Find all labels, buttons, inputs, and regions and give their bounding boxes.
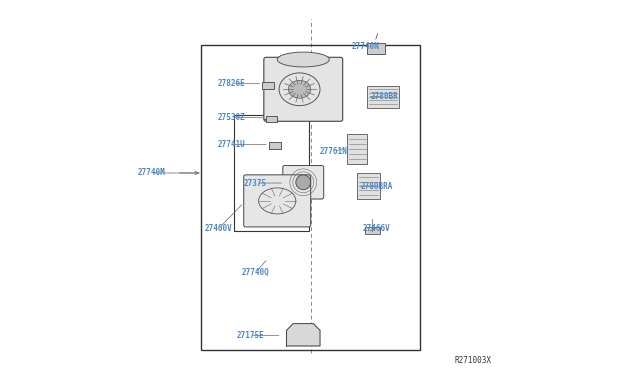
Bar bbox=[201, 45, 420, 350]
Text: 27375: 27375 bbox=[244, 179, 267, 187]
Text: 2780BRA: 2780BRA bbox=[361, 182, 394, 190]
Text: 27466V: 27466V bbox=[363, 224, 390, 233]
Text: 27761N: 27761N bbox=[320, 147, 348, 156]
Ellipse shape bbox=[289, 80, 310, 98]
Text: 27740M: 27740M bbox=[138, 169, 166, 177]
FancyBboxPatch shape bbox=[264, 57, 342, 121]
Bar bbox=[367, 86, 399, 108]
Text: 27460V: 27460V bbox=[205, 224, 232, 233]
Text: 27530Z: 27530Z bbox=[218, 113, 246, 122]
Text: 27740N: 27740N bbox=[351, 42, 380, 51]
Bar bbox=[365, 227, 380, 234]
Text: 2780BR: 2780BR bbox=[370, 92, 398, 101]
FancyBboxPatch shape bbox=[244, 175, 310, 227]
Bar bbox=[367, 43, 385, 54]
Polygon shape bbox=[287, 324, 320, 346]
Text: R271003X: R271003X bbox=[454, 356, 491, 365]
Bar bbox=[347, 134, 367, 164]
Bar bbox=[262, 82, 273, 89]
Bar bbox=[269, 141, 282, 149]
FancyBboxPatch shape bbox=[283, 166, 324, 199]
Text: 27741U: 27741U bbox=[218, 140, 246, 149]
Circle shape bbox=[296, 175, 310, 190]
Text: 27175E: 27175E bbox=[236, 331, 264, 340]
Bar bbox=[234, 115, 309, 231]
Bar bbox=[357, 173, 380, 199]
Bar bbox=[266, 116, 277, 122]
Text: 27740Q: 27740Q bbox=[242, 268, 269, 277]
Ellipse shape bbox=[277, 52, 330, 67]
Text: 27826E: 27826E bbox=[218, 79, 246, 88]
